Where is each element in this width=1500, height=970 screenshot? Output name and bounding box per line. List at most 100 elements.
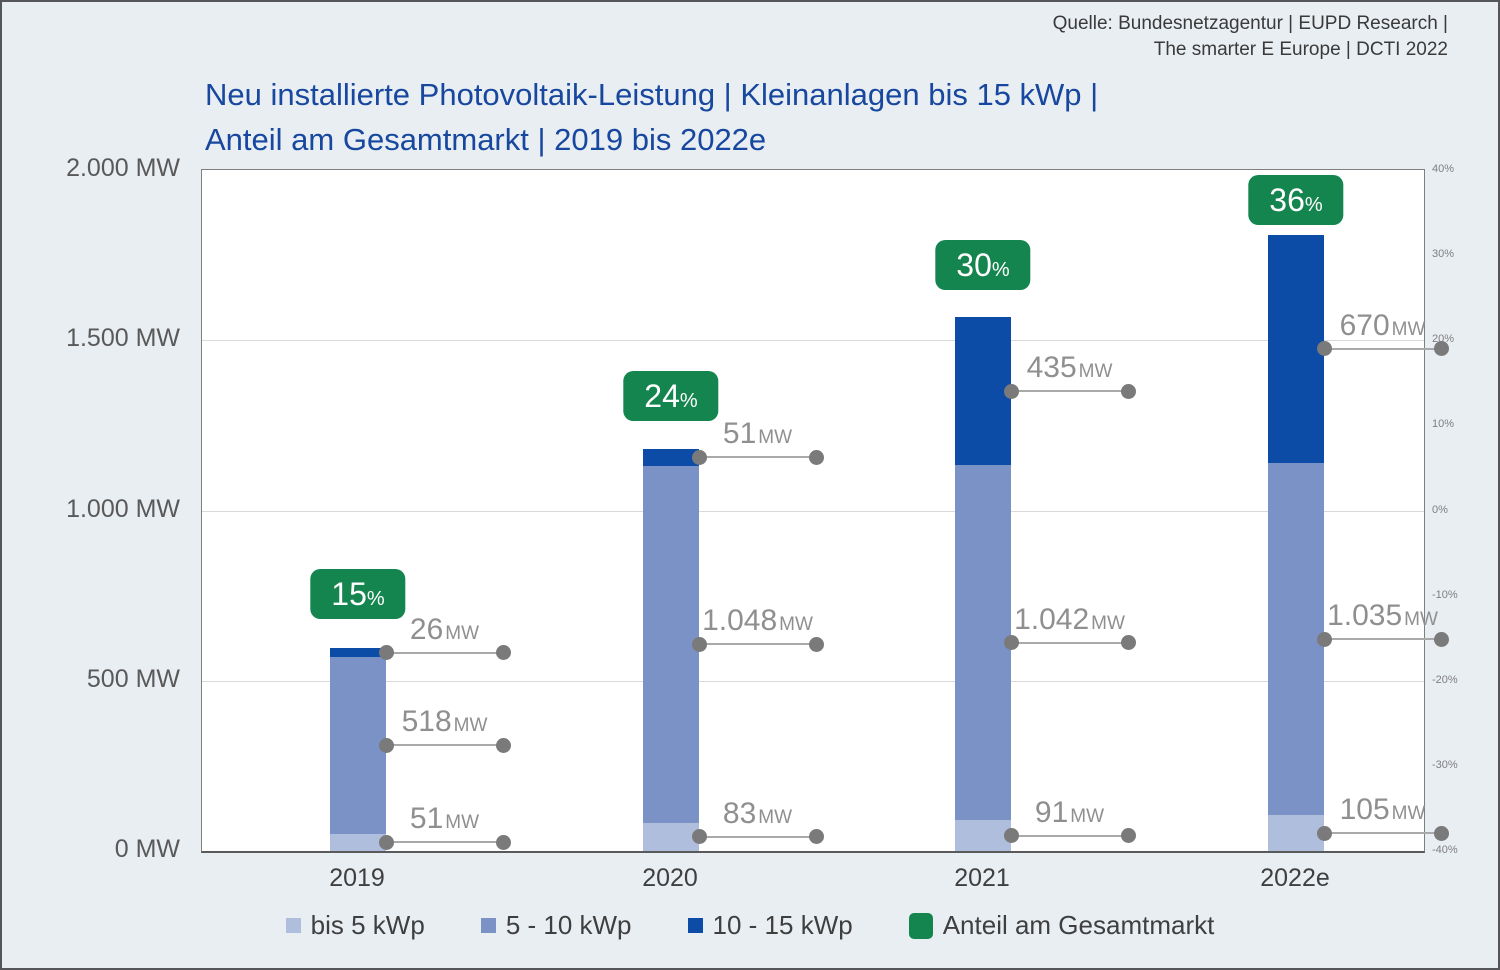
callout-dot [1433, 825, 1449, 841]
callout-dot [1120, 383, 1136, 399]
value-label-unit: MW [1404, 609, 1438, 630]
chart-title: Neu installierte Photovoltaik-Leistung |… [205, 72, 1098, 162]
value-label-unit: MW [445, 812, 480, 834]
bar-segment-bis-5-kwp [330, 833, 386, 851]
value-label-unit: MW [1070, 805, 1105, 827]
y-axis-right-tick: -20% [1432, 674, 1458, 686]
callout-dot [378, 737, 394, 753]
callout-dot [808, 449, 824, 465]
callout-dot [1003, 383, 1019, 399]
callout-dot [1316, 825, 1332, 841]
bar-segment-10-15-kwp [955, 317, 1011, 466]
y-axis-left-tick: 2.000 MW [66, 154, 180, 182]
gridline [202, 681, 1424, 682]
bar-segment-bis-5-kwp [643, 822, 699, 851]
share-badge-2022e: 36% [1248, 174, 1344, 225]
legend-label: Anteil am Gesamtmarkt [942, 910, 1215, 940]
x-axis-label-2021: 2021 [954, 864, 1010, 892]
plot-area: 51 MW 518 MW 26 MW 15% 83 MW 1.048 MW 51 MW 24% 91 MW 1.… [201, 169, 1449, 853]
legend-swatch-bis-5-kwp [285, 918, 301, 933]
value-label-unit: MW [758, 427, 793, 449]
share-badge-2020: 24% [623, 370, 719, 421]
value-label-unit: MW [1078, 361, 1113, 383]
bar-segment-bis-5-kwp [955, 820, 1011, 851]
value-label-unit: MW [779, 614, 813, 636]
bar-segment-5-10-kwp [1268, 462, 1324, 816]
chart-title-line-1: Neu installierte Photovoltaik-Leistung |… [205, 77, 1099, 112]
value-label-unit: MW [1391, 803, 1426, 825]
value-label-number: 91 [1034, 795, 1069, 829]
share-badge-number: 15 [331, 576, 367, 613]
value-label-number: 1.042 [1014, 602, 1090, 636]
callout-line [1011, 641, 1128, 644]
callout-dot [808, 829, 824, 845]
callout-dot [1433, 631, 1449, 647]
bar-segment-10-15-kwp [1268, 234, 1324, 463]
callout-line [386, 651, 503, 654]
value-label-unit: MW [1391, 318, 1426, 340]
y-axis-right-tick: 40% [1432, 163, 1455, 175]
x-axis-label-2022e: 2022e [1260, 864, 1330, 892]
legend-item-anteil-am-gesamtmarkt: Anteil am Gesamtmarkt [908, 910, 1215, 941]
value-label-unit: MW [453, 715, 488, 737]
callout-line [699, 643, 816, 646]
legend-swatch-10-15-kwp [687, 918, 703, 933]
callout-dot [378, 834, 394, 850]
chart-title-line-2: Anteil am Gesamtmarkt | 2019 bis 2022e [205, 122, 767, 157]
y-axis-right-tick: -30% [1432, 759, 1458, 771]
value-label-number: 105 [1339, 793, 1390, 827]
callout-dot [1120, 635, 1136, 651]
value-label: 91 MW [985, 796, 1155, 830]
callout-line [1324, 638, 1441, 640]
value-label: 51 MW [673, 417, 843, 451]
value-label-number: 1.035 [1327, 599, 1403, 632]
y-axis-left-tick: 1.000 MW [66, 495, 180, 523]
callout-line [1324, 347, 1441, 350]
value-label-unit: MW [445, 622, 480, 644]
callout-dot [1316, 341, 1332, 357]
value-label: 26 MW [360, 613, 530, 647]
callout-line [699, 456, 816, 459]
value-label-number: 435 [1026, 351, 1077, 385]
callout-line [1324, 832, 1441, 835]
value-label: 51 MW [360, 802, 530, 836]
value-label-number: 518 [401, 705, 452, 739]
callout-line [699, 835, 816, 838]
share-badge-2019: 15% [310, 569, 406, 620]
legend-label: 10 - 15 kWp [712, 910, 853, 940]
callout-dot [495, 737, 511, 753]
legend-item-10-15-kwp: 10 - 15 kWp [687, 910, 853, 941]
callout-dot [1316, 631, 1332, 647]
value-label-unit: MW [1091, 612, 1125, 634]
y-axis-right-tick: 30% [1432, 248, 1455, 260]
y-axis-right-tick: -40% [1432, 844, 1458, 856]
callout-line [386, 744, 503, 747]
callout-dot [378, 645, 394, 661]
callout-line [1011, 390, 1128, 393]
share-badge-unit: % [1304, 193, 1323, 216]
share-badge-2021: 30% [935, 240, 1031, 291]
value-label-number: 51 [409, 802, 444, 836]
value-label: 670 MW [1298, 309, 1468, 343]
legend-swatch-anteil-am-gesamtmarkt [908, 912, 933, 939]
bar-segment-bis-5-kwp [1268, 815, 1324, 851]
bar-segment-10-15-kwp [330, 648, 386, 658]
value-label: 1.035 MW [1298, 599, 1468, 633]
callout-dot [1003, 828, 1019, 843]
legend-item-5-10-kwp: 5 - 10 kWp [480, 910, 632, 941]
value-label: 1.048 MW [673, 604, 843, 638]
y-axis-right-tick: 0% [1432, 504, 1448, 516]
value-label: 435 MW [985, 351, 1155, 385]
value-label-number: 83 [722, 796, 757, 830]
callout-dot [691, 829, 707, 845]
gridline [202, 511, 1424, 512]
y-axis-left-tick: 0 MW [114, 835, 180, 863]
y-axis-left-tick: 500 MW [86, 665, 180, 693]
share-badge-unit: % [991, 259, 1010, 282]
callout-dot [691, 449, 707, 465]
callout-dot [1003, 635, 1019, 651]
value-label: 1.042 MW [985, 603, 1155, 637]
value-label-number: 26 [409, 612, 444, 646]
callout-line [386, 841, 503, 844]
